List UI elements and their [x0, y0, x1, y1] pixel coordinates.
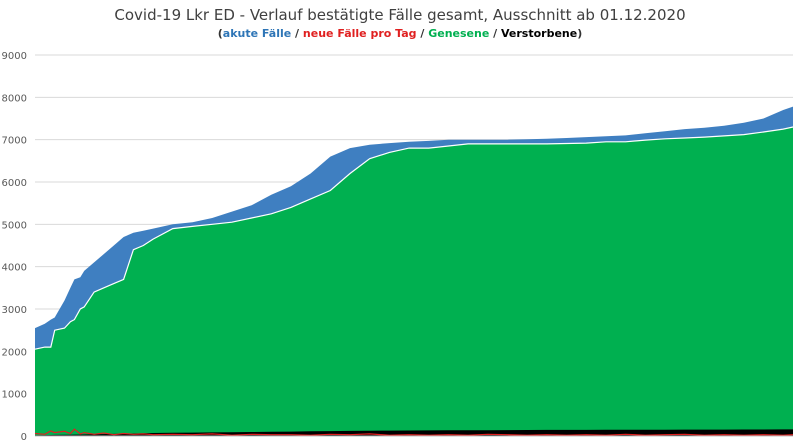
subtitle-part: ( — [217, 27, 223, 40]
series-line-neue-faelle — [34, 428, 794, 436]
y-tick-label: 1000 — [2, 390, 27, 401]
y-tick-label: 3000 — [2, 305, 27, 316]
subtitle-part: / — [416, 27, 429, 40]
subtitle-part: neue Fälle pro Tag — [302, 27, 417, 40]
subtitle-part: ) — [577, 27, 583, 40]
y-tick-label: 4000 — [2, 263, 27, 274]
series-area-genesene — [35, 127, 793, 436]
subtitle-part: Verstorbene — [500, 27, 578, 40]
y-tick-label: 5000 — [2, 220, 27, 231]
y-tick-label: 0 — [21, 432, 27, 443]
subtitle-part: / — [489, 27, 501, 40]
chart-title: Covid-19 Lkr ED - Verlauf bestätigte Fäl… — [114, 6, 686, 24]
y-tick-label: 9000 — [2, 51, 27, 62]
subtitle-part: akute Fälle — [222, 27, 292, 40]
y-tick-label: 2000 — [2, 347, 27, 358]
series-line-genesene-edge — [34, 126, 794, 350]
subtitle-part: Genesene — [428, 27, 490, 40]
y-tick-label: 6000 — [2, 178, 27, 189]
y-tick-label: 7000 — [2, 136, 27, 147]
chart-subtitle: (akute Fälle / neue Fälle pro Tag / Gene… — [0, 27, 800, 40]
y-tick-label: 8000 — [2, 93, 27, 104]
subtitle-part: / — [291, 27, 303, 40]
